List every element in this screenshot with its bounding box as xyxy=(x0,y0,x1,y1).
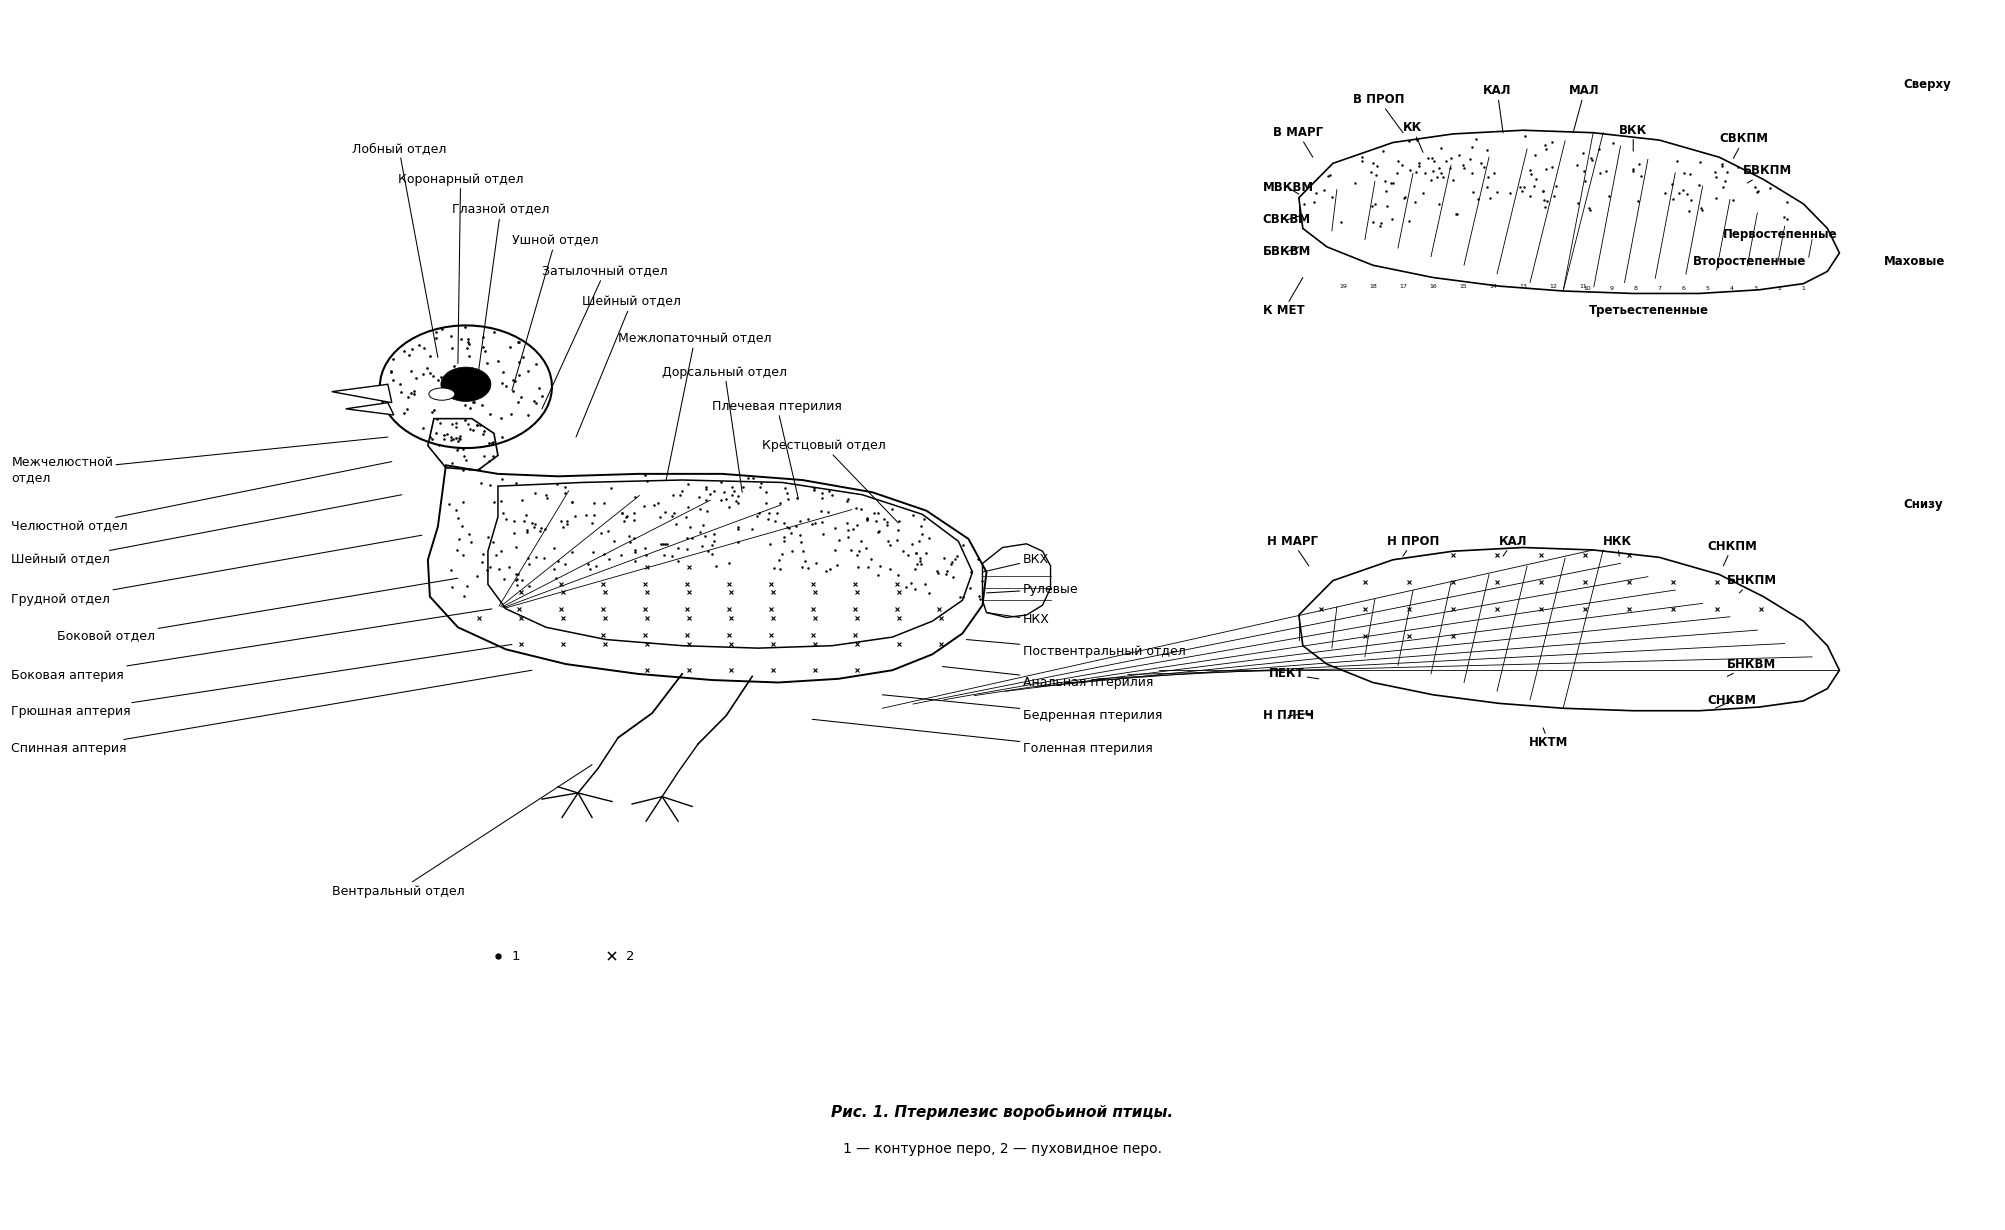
Text: 14: 14 xyxy=(1490,284,1498,289)
Text: 17: 17 xyxy=(1399,284,1408,289)
Text: Н ПРОП: Н ПРОП xyxy=(1387,535,1440,556)
Text: КК: КК xyxy=(1404,122,1424,153)
Text: Шейный отдел: Шейный отдел xyxy=(575,295,682,437)
Text: МАЛ: МАЛ xyxy=(1570,85,1600,133)
Text: СНКПМ: СНКПМ xyxy=(1708,540,1756,566)
Text: 4: 4 xyxy=(1728,287,1732,292)
Text: 10: 10 xyxy=(1584,287,1592,292)
Text: Рулевые: Рулевые xyxy=(986,583,1079,595)
Text: 8: 8 xyxy=(1634,287,1638,292)
Text: Крестцовый отдел: Крестцовый отдел xyxy=(762,439,898,523)
Text: СНКВМ: СНКВМ xyxy=(1708,695,1756,708)
Text: Бедренная птерилия: Бедренная птерилия xyxy=(882,695,1161,722)
Text: 16: 16 xyxy=(1430,284,1438,289)
Text: КАЛ: КАЛ xyxy=(1484,85,1512,133)
Text: 1 — контурное перо, 2 — пуховидное перо.: 1 — контурное перо, 2 — пуховидное перо. xyxy=(842,1141,1163,1156)
Polygon shape xyxy=(345,402,393,415)
Text: 18: 18 xyxy=(1369,284,1377,289)
Text: Маховые: Маховые xyxy=(1883,255,1945,268)
Text: ВКК: ВКК xyxy=(1620,124,1648,151)
Text: 5: 5 xyxy=(1706,287,1708,292)
Text: Лобный отдел: Лобный отдел xyxy=(351,143,447,357)
Text: ВКХ: ВКХ xyxy=(982,554,1049,572)
Text: Дорсальный отдел: Дорсальный отдел xyxy=(662,365,788,492)
Text: 1: 1 xyxy=(511,950,521,963)
Text: Анальная птерилия: Анальная птерилия xyxy=(942,667,1153,689)
Text: 19: 19 xyxy=(1339,284,1347,289)
Text: ПЕКТ: ПЕКТ xyxy=(1269,668,1319,680)
Text: КАЛ: КАЛ xyxy=(1500,535,1528,556)
Text: БВКВМ: БВКВМ xyxy=(1263,245,1311,258)
Text: Ушной отдел: Ушной отдел xyxy=(511,234,597,390)
Text: 2: 2 xyxy=(1776,287,1780,292)
Text: 13: 13 xyxy=(1520,284,1528,289)
Text: 9: 9 xyxy=(1610,287,1614,292)
Text: К МЕТ: К МЕТ xyxy=(1263,278,1305,317)
Text: Рис. 1. Птерилезис воробьиной птицы.: Рис. 1. Птерилезис воробьиной птицы. xyxy=(832,1105,1173,1119)
Text: БВКПМ: БВКПМ xyxy=(1742,165,1792,183)
Text: НКТМ: НКТМ xyxy=(1530,728,1568,749)
Text: Спинная аптерия: Спинная аптерия xyxy=(12,670,531,755)
Text: В ПРОП: В ПРОП xyxy=(1353,93,1403,133)
Text: Голенная птерилия: Голенная птерилия xyxy=(812,720,1153,755)
Text: 12: 12 xyxy=(1550,284,1558,289)
Ellipse shape xyxy=(429,387,455,400)
Text: Сверху: Сверху xyxy=(1903,79,1951,91)
Text: Межлопаточный отдел: Межлопаточный отдел xyxy=(618,332,772,480)
Text: В МАРГ: В МАРГ xyxy=(1273,127,1323,157)
Text: Челюстной отдел: Челюстной отдел xyxy=(12,461,391,533)
Text: Затылочный отдел: Затылочный отдел xyxy=(541,264,668,408)
Text: 6: 6 xyxy=(1682,287,1684,292)
Text: 15: 15 xyxy=(1460,284,1468,289)
Ellipse shape xyxy=(441,367,491,401)
Text: 11: 11 xyxy=(1580,284,1588,289)
Text: НКХ: НКХ xyxy=(986,613,1049,626)
Text: СВКВМ: СВКВМ xyxy=(1263,213,1311,226)
Text: Н МАРГ: Н МАРГ xyxy=(1267,535,1317,566)
Text: БНКВМ: БНКВМ xyxy=(1726,658,1776,677)
Text: Снизу: Снизу xyxy=(1903,498,1943,510)
Text: 1: 1 xyxy=(1800,287,1804,292)
Text: БНКПМ: БНКПМ xyxy=(1726,574,1776,593)
Text: СВКПМ: СВКПМ xyxy=(1720,133,1768,159)
Text: Грюшная аптерия: Грюшная аптерия xyxy=(12,645,511,718)
Text: Шейный отдел: Шейный отдел xyxy=(12,494,401,566)
Text: МВКВМ: МВКВМ xyxy=(1263,182,1313,194)
Text: Третьестепенные: Третьестепенные xyxy=(1590,304,1708,317)
Text: Коронарный отдел: Коронарный отдел xyxy=(397,173,523,363)
Text: Межчелюстной
отдел: Межчелюстной отдел xyxy=(12,437,387,485)
Text: НКК: НКК xyxy=(1604,535,1632,556)
Text: Второстепенные: Второстепенные xyxy=(1694,255,1807,268)
Text: Поствентральный отдел: Поствентральный отдел xyxy=(966,640,1185,658)
Text: Вентральный отдел: Вентральный отдел xyxy=(331,765,591,898)
Polygon shape xyxy=(331,384,391,402)
Text: 3: 3 xyxy=(1752,287,1756,292)
Text: 7: 7 xyxy=(1658,287,1662,292)
Text: Боковая аптерия: Боковая аптерия xyxy=(12,609,491,681)
Text: Боковой отдел: Боковой отдел xyxy=(58,578,457,643)
Text: Первостепенные: Первостепенные xyxy=(1724,228,1839,241)
Text: Плечевая птерилия: Плечевая птерилия xyxy=(712,400,842,498)
Text: 2: 2 xyxy=(626,950,634,963)
Text: Глазной отдел: Глазной отдел xyxy=(451,203,549,375)
Text: Грудной отдел: Грудной отдел xyxy=(12,535,421,605)
Text: Н ПЛЕЧ: Н ПЛЕЧ xyxy=(1263,710,1313,722)
